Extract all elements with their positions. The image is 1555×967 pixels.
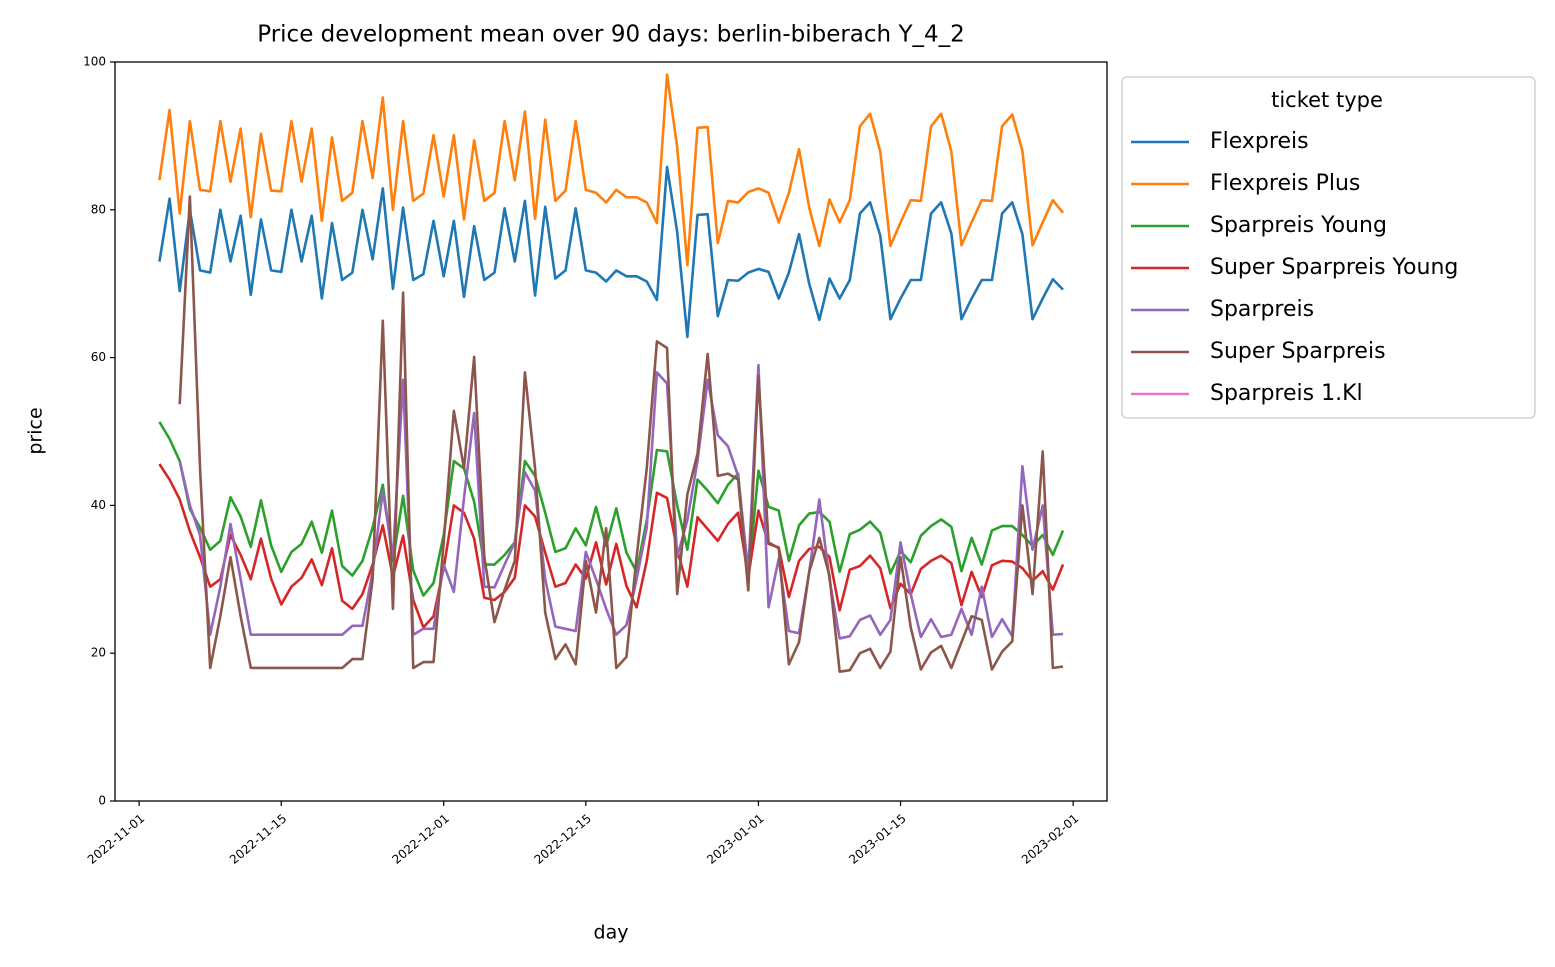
chart-title: Price development mean over 90 days: ber…: [257, 22, 965, 48]
axes-frame: [114, 61, 1108, 802]
series-line: [158, 421, 1065, 597]
legend-label: Sparpreis 1.Kl: [1210, 381, 1363, 406]
y-tick-label: 20: [91, 646, 106, 660]
legend-label: Sparpreis Young: [1210, 213, 1387, 238]
legend: ticket type Flexpreis Flexpreis Plus Sparp…: [1121, 76, 1536, 419]
legend-label: Super Sparpreis: [1210, 339, 1386, 364]
y-tick-label: 60: [91, 350, 106, 364]
series-line: [158, 165, 1064, 339]
legend-label: Super Sparpreis Young: [1210, 255, 1458, 280]
series-line: [178, 195, 1064, 673]
series-line: [158, 463, 1065, 629]
y-tick-label: 100: [83, 55, 106, 69]
plot-area: [158, 73, 1065, 673]
series-line: [158, 73, 1065, 267]
legend-label: Flexpreis Plus: [1210, 171, 1360, 196]
legend-box: [1121, 76, 1536, 419]
x-axis-label: day: [594, 922, 629, 944]
y-tick-label: 80: [91, 202, 106, 216]
legend-title: ticket type: [1271, 88, 1383, 112]
legend-label: Flexpreis: [1210, 129, 1309, 154]
y-tick-label: 40: [91, 498, 106, 512]
y-axis-label: price: [25, 407, 47, 454]
y-tick-label: 0: [98, 794, 106, 808]
legend-label: Sparpreis: [1210, 297, 1314, 322]
series-line: [178, 363, 1064, 640]
